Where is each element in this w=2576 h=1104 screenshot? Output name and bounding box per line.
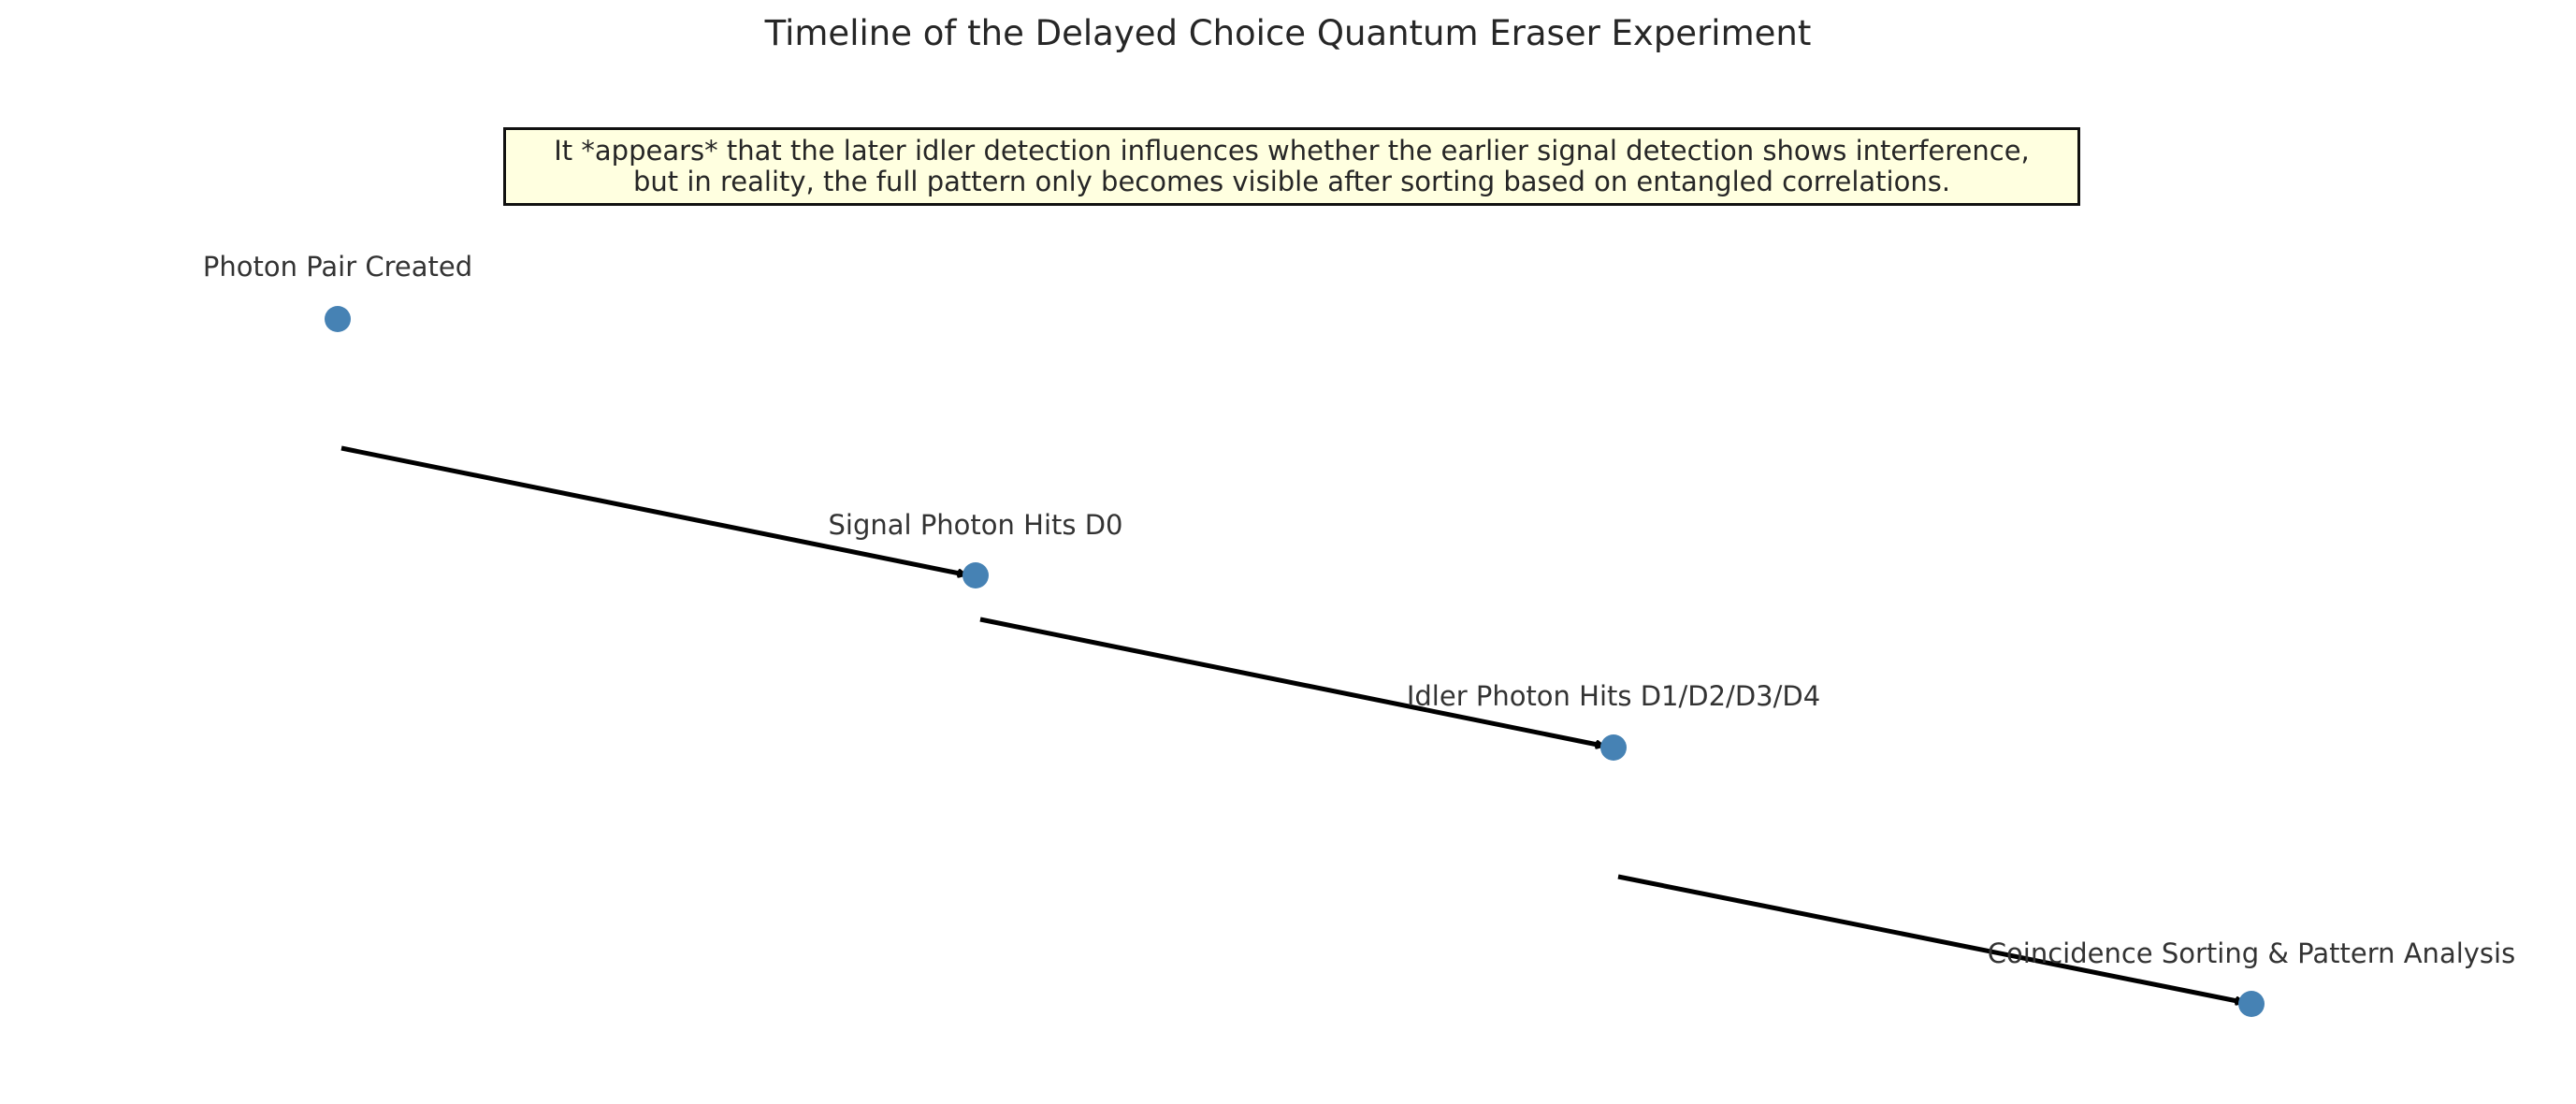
event-marker-coincidence-sorting bbox=[2238, 991, 2265, 1017]
event-marker-signal-photon bbox=[962, 562, 989, 588]
explanation-note-line-1: It *appears* that the later idler detect… bbox=[554, 135, 2030, 167]
explanation-note-line-2: but in reality, the full pattern only be… bbox=[632, 166, 1951, 197]
event-label-idler-photon: Idler Photon Hits D1/D2/D3/D4 bbox=[1407, 680, 1820, 712]
timeline-arrow-1 bbox=[340, 445, 964, 574]
timeline-arrow-2 bbox=[979, 617, 1602, 746]
explanation-note-box: It *appears* that the later idler detect… bbox=[503, 127, 2080, 206]
event-label-signal-photon: Signal Photon Hits D0 bbox=[829, 509, 1123, 541]
diagram-title: Timeline of the Delayed Choice Quantum E… bbox=[764, 13, 1812, 53]
event-marker-photon-pair bbox=[325, 306, 351, 332]
timeline-arrow-3 bbox=[1617, 874, 2242, 1002]
event-label-photon-pair: Photon Pair Created bbox=[203, 251, 472, 283]
event-label-coincidence-sorting: Coincidence Sorting & Pattern Analysis bbox=[1988, 937, 2515, 969]
event-marker-idler-photon bbox=[1600, 734, 1627, 761]
